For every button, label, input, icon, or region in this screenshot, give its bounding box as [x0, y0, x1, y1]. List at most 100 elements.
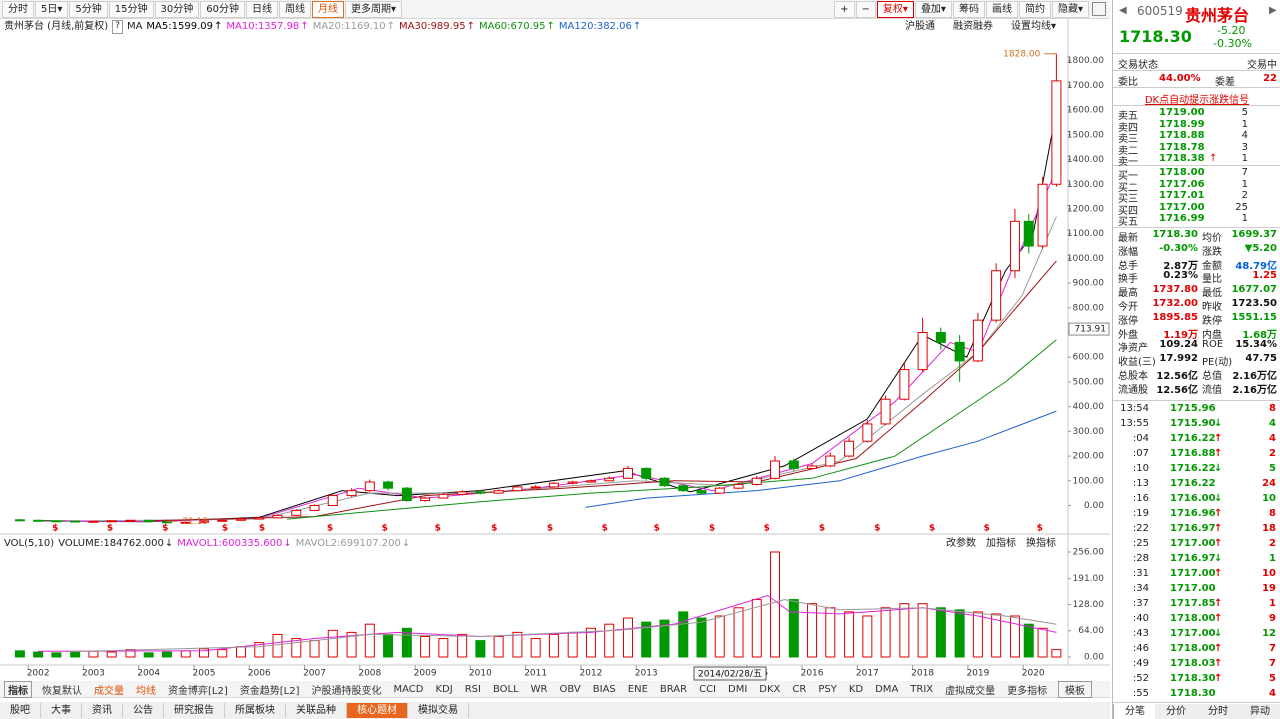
indicator-tab[interactable]: DMA [875, 683, 899, 695]
volume-link[interactable]: 换指标 [1026, 538, 1056, 549]
y-tick-label: 500.00 [1073, 377, 1105, 387]
chart-link[interactable]: 沪股通 [904, 21, 935, 32]
bottom-tab[interactable]: 模拟交易 [408, 703, 469, 718]
indicator-tab[interactable]: TRIX [910, 683, 934, 695]
panel-tab[interactable]: 分时 [1197, 704, 1239, 719]
panel-tab[interactable]: 分价 [1155, 704, 1197, 719]
icon-window[interactable] [1092, 2, 1106, 16]
indicator-tab[interactable]: CCI [699, 683, 717, 695]
chart-link[interactable]: 融资融券 [952, 21, 993, 32]
help[interactable]: ? [112, 20, 123, 34]
tool-button[interactable]: 简约 [1018, 0, 1051, 18]
volume-legend-arrow: ↓ [283, 538, 292, 549]
indicator-tab[interactable]: DMI [728, 683, 748, 695]
candle-body [585, 480, 596, 483]
tool-button[interactable]: 筹码 [952, 0, 985, 18]
indicator-tab[interactable]: 模板 [1058, 680, 1092, 698]
chart-link[interactable]: 设置均线▾ [1010, 21, 1056, 32]
indicator-tab[interactable]: BIAS [592, 683, 616, 695]
period-button[interactable]: 15分钟 [108, 0, 154, 18]
indicator-tab[interactable]: 恢复默认 [42, 685, 82, 697]
tick-volume: 9 [1269, 613, 1276, 624]
bottom-tab[interactable]: 研究报告 [164, 703, 225, 718]
indicator-tab[interactable]: 均线 [136, 685, 156, 697]
tool-button[interactable]: + [834, 0, 855, 18]
panel-tab[interactable]: 异动 [1239, 704, 1280, 719]
indicator-tab[interactable]: 虚拟成交量 [945, 685, 996, 697]
tool-button[interactable]: 隐藏▾ [1051, 0, 1089, 18]
indicator-tab[interactable]: CR [792, 683, 807, 695]
tick-volume: 10 [1262, 493, 1276, 504]
dividend-marker: $ [874, 524, 880, 534]
tick-time: :34 [1132, 583, 1149, 594]
indicator-tab[interactable]: WR [530, 683, 548, 695]
y-tick-label: 200.00 [1073, 452, 1105, 462]
bottom-tab[interactable]: 所属板块 [225, 703, 286, 718]
period-button[interactable]: 月线 [311, 0, 344, 18]
period-button[interactable]: 分时 [2, 0, 34, 18]
tick-arrow: ↑ [1214, 613, 1223, 624]
ratio-label: 委比 [1118, 77, 1138, 88]
indicator-tab[interactable]: 资金博弈[L2] [168, 685, 228, 697]
indicator-tab[interactable]: 资金趋势[L2] [239, 685, 300, 697]
book-arrow: ↑ [1209, 153, 1218, 164]
kline-chart: 0.00 100.00 200.00 300.00 400.00 500.00 600.00… [0, 18, 1110, 681]
indicator-tab[interactable]: RSI [464, 683, 481, 695]
bottom-tab[interactable]: 核心题材 [347, 703, 408, 718]
candle-body [180, 521, 191, 524]
period-button[interactable]: 60分钟 [200, 0, 245, 18]
period-button[interactable]: 5日▾ [35, 0, 69, 18]
volume-bar [217, 649, 228, 658]
tool-button[interactable]: 叠加▾ [914, 0, 952, 18]
candle-body [254, 517, 265, 520]
indicator-tab[interactable]: BOLL [492, 683, 519, 695]
tick-time: :52 [1132, 673, 1149, 684]
indicator-tab[interactable]: OBV [559, 683, 581, 695]
tick-time: 13:55 [1120, 418, 1149, 429]
period-button[interactable]: 更多周期▾ [344, 0, 402, 18]
y-tick-label: 0.00 [1084, 501, 1104, 511]
candle-body [714, 487, 725, 494]
indicator-tab[interactable]: MACD [393, 683, 424, 695]
indicator-tab[interactable]: DKX [759, 683, 781, 695]
tool-button[interactable]: 复权▾ [876, 0, 914, 18]
volume-bar [493, 635, 504, 658]
panel-tab[interactable]: 分笔 [1113, 704, 1157, 719]
prev-arrow[interactable]: ◀ [1119, 5, 1127, 16]
indicator-tab[interactable]: 指标 [4, 680, 32, 698]
next-arrow[interactable]: ▶ [1269, 5, 1277, 16]
book-volume: 1 [1241, 213, 1248, 224]
indicator-tab[interactable]: PSY [818, 683, 837, 695]
period-button[interactable]: 周线 [278, 0, 311, 18]
volume-link[interactable]: 改参数 [946, 538, 976, 549]
volume-link[interactable]: 加指标 [986, 538, 1016, 549]
indicator-tab[interactable]: 沪股通持股变化 [311, 685, 382, 697]
tick-arrow: ↑ [1214, 658, 1223, 669]
x-tick-label: 2020 [1022, 669, 1045, 679]
candle-body [899, 369, 910, 400]
indicator-tab[interactable]: KDJ [435, 683, 453, 695]
period-button[interactable]: 30分钟 [154, 0, 200, 18]
tooltip-box [693, 666, 767, 681]
volume-bar [291, 638, 302, 658]
bottom-tab[interactable]: 股吧 [0, 703, 41, 718]
bottom-tab[interactable]: 关联品种 [286, 703, 347, 718]
indicator-tab[interactable]: 成交量 [94, 685, 124, 697]
indicator-tab[interactable]: KD [848, 683, 864, 695]
volume-legend-arrow: ↓ [401, 538, 411, 549]
volume-bar [14, 650, 25, 658]
tooltip: 2014/02/28/五 [698, 670, 762, 680]
indicator-tab[interactable]: ENE [627, 683, 648, 695]
signal-link[interactable]: DK点自动提示涨跌信号 [1144, 95, 1250, 106]
tick-volume: 12 [1262, 628, 1276, 639]
period-button[interactable]: 日线 [245, 0, 278, 18]
indicator-tab[interactable]: BRAR [659, 683, 688, 695]
tick-arrow: ↓ [1214, 553, 1223, 564]
tool-button[interactable]: − [855, 0, 876, 18]
bottom-tab[interactable]: 公告 [123, 703, 164, 718]
bottom-tab[interactable]: 资讯 [82, 703, 123, 718]
indicator-tab[interactable]: 更多指标 [1007, 685, 1048, 697]
period-button[interactable]: 5分钟 [69, 0, 108, 18]
tool-button[interactable]: 画线 [985, 0, 1018, 18]
bottom-tab[interactable]: 大事 [41, 703, 82, 718]
